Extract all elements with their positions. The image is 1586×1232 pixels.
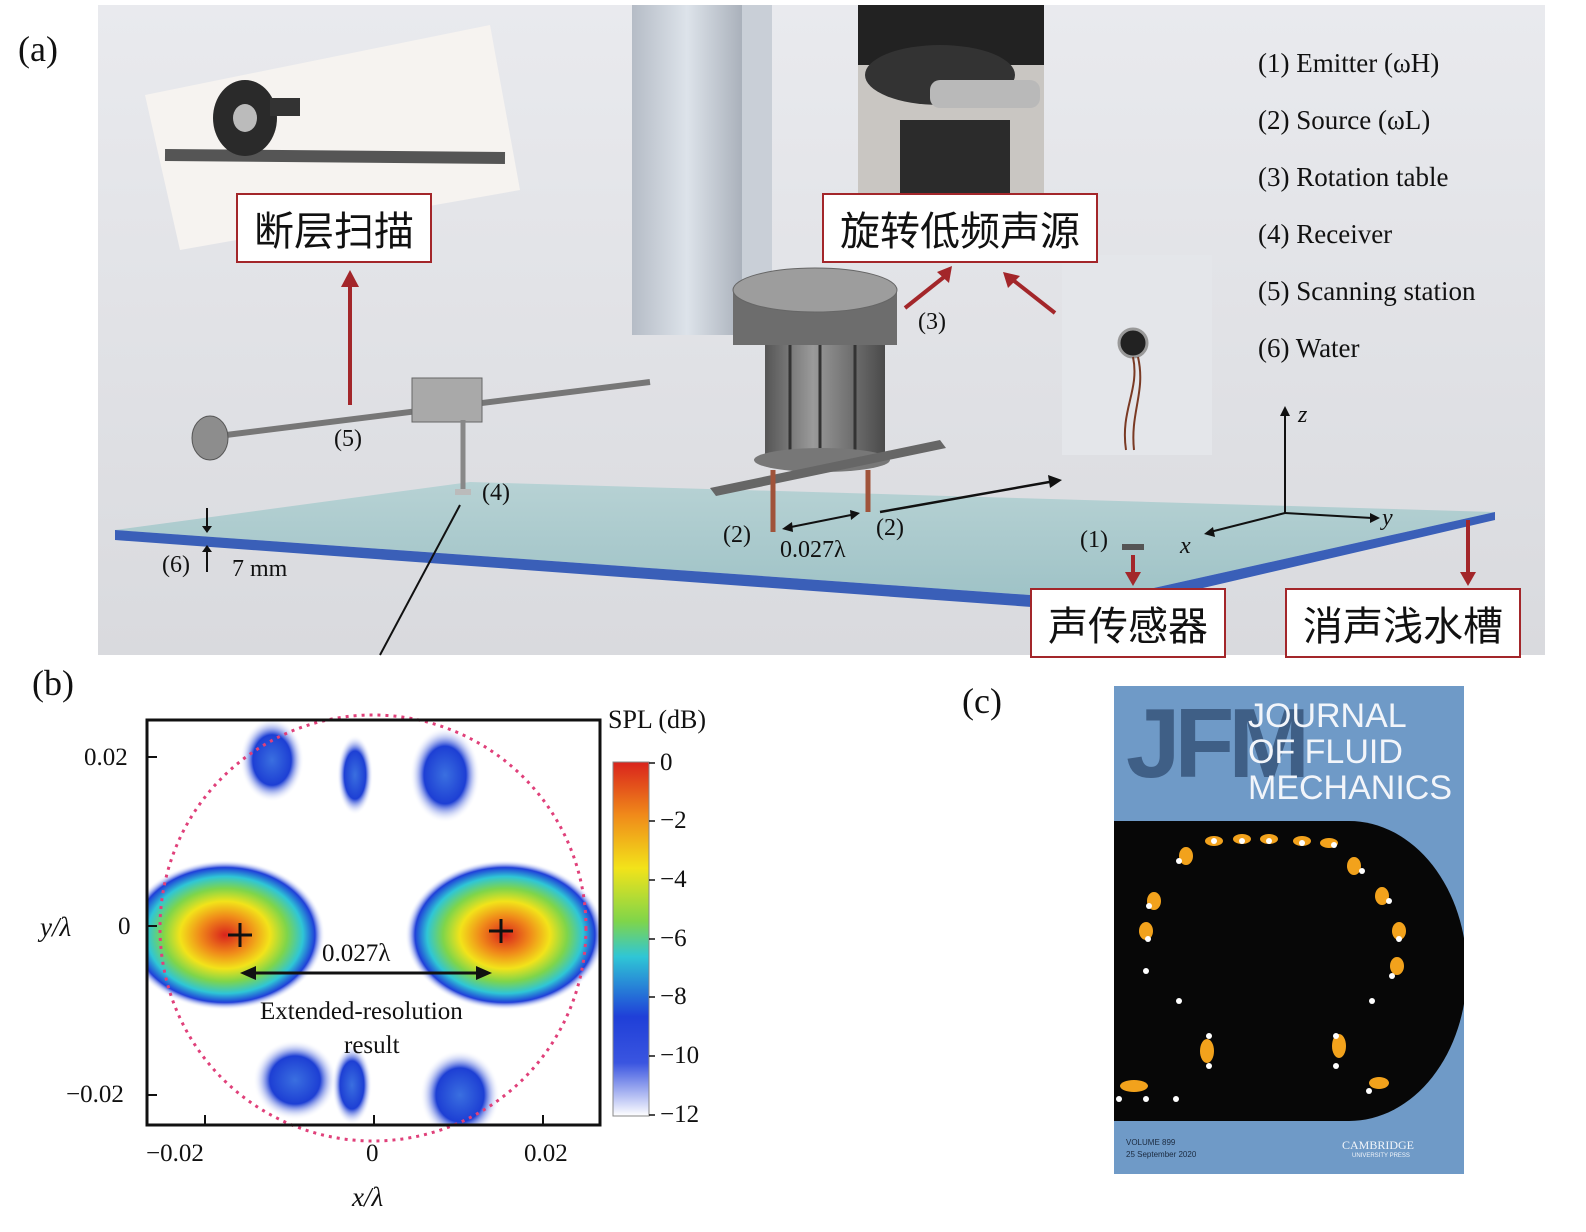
colorbar-tick: −12 bbox=[660, 1101, 700, 1128]
separation-label: 0.027λ bbox=[322, 940, 391, 967]
colorbar-tick: −6 bbox=[660, 925, 687, 952]
x-axis-label: x/λ bbox=[352, 1182, 384, 1212]
cover-date: 25 September 2020 bbox=[1126, 1150, 1197, 1159]
source-spot-left bbox=[147, 860, 325, 1010]
label-2a: (2) bbox=[723, 522, 751, 548]
cover-volume: VOLUME 899 bbox=[1126, 1138, 1176, 1147]
emitter bbox=[1122, 544, 1144, 550]
publisher-sub: UNIVERSITY PRESS bbox=[1352, 1153, 1410, 1159]
axis-ticks bbox=[147, 756, 544, 1125]
y-axis-label: y/λ bbox=[40, 912, 72, 942]
sidelobe bbox=[332, 1045, 372, 1125]
label-3: (3) bbox=[918, 309, 946, 335]
water-tank bbox=[115, 482, 1495, 600]
label-2b: (2) bbox=[876, 515, 904, 541]
component-legend: (1) Emitter (ωH) (2) Source (ωL) (3) Rot… bbox=[1258, 48, 1475, 390]
cover-image bbox=[1114, 821, 1464, 1121]
setup-illustration bbox=[98, 5, 1545, 656]
callout-scan: 断层扫描 bbox=[236, 193, 432, 263]
array-circle bbox=[158, 713, 588, 1143]
xtick: −0.02 bbox=[146, 1140, 204, 1167]
sidelobe bbox=[337, 735, 373, 815]
colorbar-tick: −10 bbox=[660, 1042, 700, 1069]
colorbar-title: SPL (dB) bbox=[608, 705, 706, 734]
callout-rotating-source: 旋转低频声源 bbox=[822, 193, 1098, 263]
callout-tank: 消声浅水槽 bbox=[1285, 588, 1521, 658]
panel-c-label: (c) bbox=[962, 681, 1002, 721]
axis-z-label: z bbox=[1298, 402, 1308, 428]
xtick: 0.02 bbox=[524, 1140, 568, 1167]
source-spot-right bbox=[405, 860, 600, 1010]
sidelobe bbox=[240, 720, 304, 802]
colorbar-tick: 0 bbox=[660, 749, 673, 776]
rotation-table bbox=[765, 345, 885, 460]
colorbar-tick: −8 bbox=[660, 983, 687, 1010]
panel-b-label: (b) bbox=[32, 663, 74, 703]
label-5: (5) bbox=[334, 426, 362, 452]
ytick: 0.02 bbox=[84, 744, 128, 771]
annotation-line2: result bbox=[344, 1032, 400, 1059]
journal-cover: JFM JOURNAL OF FLUID MECHANICS bbox=[1114, 686, 1464, 1174]
colorbar-tick: −2 bbox=[660, 807, 687, 834]
axis-x-label: x bbox=[1180, 533, 1191, 559]
legend-item: (4) Receiver bbox=[1258, 219, 1393, 249]
source-markers bbox=[228, 919, 513, 947]
xtick: 0 bbox=[366, 1140, 379, 1167]
ytick: −0.02 bbox=[66, 1081, 124, 1108]
legend-item: (1) Emitter (ωH) bbox=[1258, 48, 1440, 78]
colorbar-tick: −4 bbox=[660, 866, 687, 893]
scanning-carriage bbox=[411, 377, 483, 423]
source-photo bbox=[1062, 255, 1212, 455]
legend-item: (6) Water bbox=[1258, 333, 1360, 363]
legend-item: (2) Source (ωL) bbox=[1258, 105, 1431, 135]
panel-a-label: (a) bbox=[18, 29, 58, 69]
label-4: (4) bbox=[482, 480, 510, 506]
label-1: (1) bbox=[1080, 527, 1108, 553]
legend-item: (3) Rotation table bbox=[1258, 162, 1449, 192]
support-column bbox=[632, 5, 742, 335]
sidelobe bbox=[253, 1040, 337, 1120]
sidelobe bbox=[410, 727, 480, 823]
callout-sensor: 声传感器 bbox=[1030, 588, 1226, 658]
sound-map-plot bbox=[145, 713, 655, 1143]
publisher-name: CAMBRIDGE bbox=[1342, 1138, 1415, 1152]
ytick: 0 bbox=[118, 913, 131, 940]
rotation-table-photo bbox=[858, 5, 1044, 195]
journal-title: JOURNAL OF FLUID MECHANICS bbox=[1248, 697, 1453, 807]
legend-item: (5) Scanning station bbox=[1258, 276, 1476, 306]
colorbar bbox=[612, 761, 650, 1117]
axis-y-label: y bbox=[1382, 505, 1393, 531]
receiver bbox=[455, 489, 471, 495]
label-6: (6) bbox=[162, 552, 190, 578]
annotation-line1: Extended-resolution bbox=[260, 998, 463, 1025]
label-separation: 0.027λ bbox=[780, 537, 846, 563]
sidelobe bbox=[420, 1050, 500, 1125]
jfm-logo: JFM bbox=[1126, 688, 1310, 798]
label-depth: 7 mm bbox=[232, 556, 288, 582]
